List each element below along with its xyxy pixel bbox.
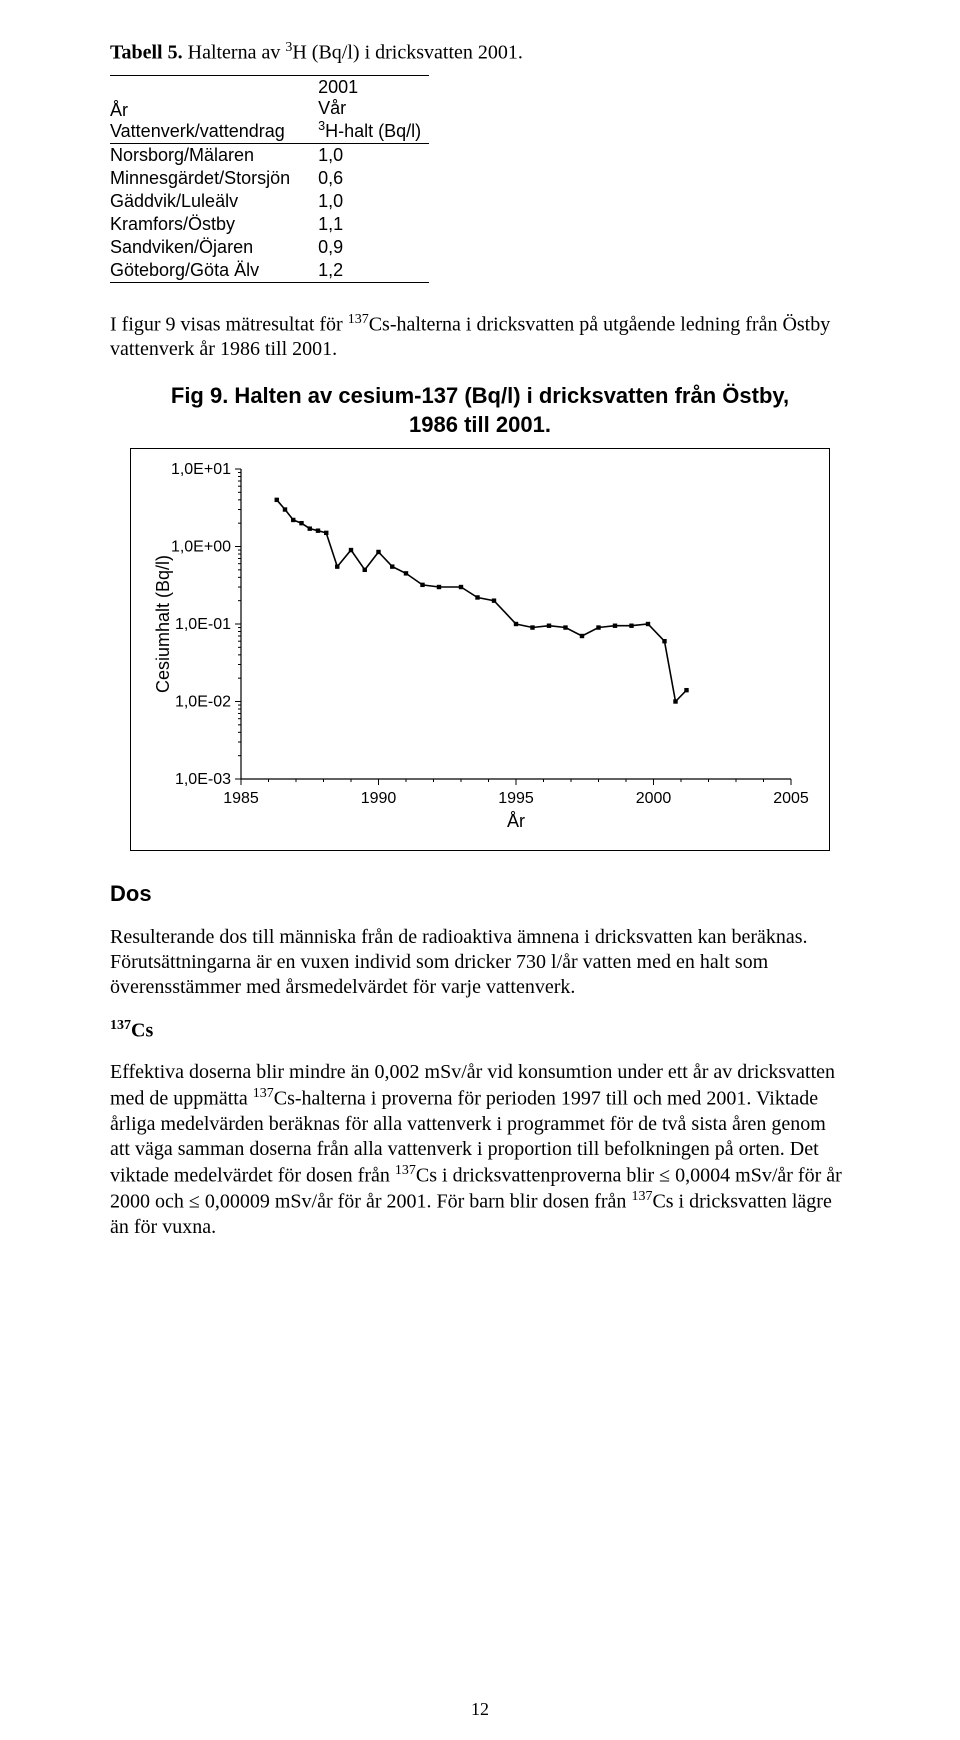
- table5-r5-val: 1,2: [298, 259, 429, 283]
- table5-r3-val: 1,1: [298, 213, 429, 236]
- table5-caption-rest: Halterna av: [183, 42, 286, 64]
- chart-svg: 1,0E+01 1,0E+00 1,0E-01 1,0E-02 1,0E-03 1985 1…: [151, 459, 811, 839]
- svg-text:1,0E-03: 1,0E-03: [175, 771, 231, 788]
- table5-r2-val: 1,0: [298, 190, 429, 213]
- table5: År Vattenverk/vattendrag 2001 Vår 3H-hal…: [110, 75, 429, 283]
- para-after-table-sup: 137: [348, 312, 369, 327]
- dos-heading: Dos: [110, 881, 850, 907]
- para-after-table: I figur 9 visas mätresultat för 137Cs-ha…: [110, 311, 850, 363]
- table5-hdr-unit: H-halt (Bq/l): [325, 121, 421, 141]
- table5-r5-name: Göteborg/Göta Älv: [110, 259, 298, 283]
- svg-text:1990: 1990: [361, 790, 397, 807]
- svg-text:1985: 1985: [223, 790, 259, 807]
- table5-r4-val: 0,9: [298, 236, 429, 259]
- table5-hdr-2001: 2001: [318, 77, 358, 97]
- table5-r1-val: 0,6: [298, 167, 429, 190]
- svg-text:1,0E+00: 1,0E+00: [171, 538, 231, 555]
- table-row: Sandviken/Öjaren 0,9: [110, 236, 429, 259]
- svg-text:1,0E+01: 1,0E+01: [171, 461, 231, 478]
- dos-para1: Resulterande dos till människa från de r…: [110, 925, 850, 1000]
- table5-header-col1: År Vattenverk/vattendrag: [110, 75, 298, 143]
- svg-text:2005: 2005: [773, 790, 809, 807]
- table-row: Norsborg/Mälaren 1,0: [110, 143, 429, 167]
- svg-text:Cesiumhalt (Bq/l): Cesiumhalt (Bq/l): [153, 554, 173, 692]
- svg-text:2000: 2000: [636, 790, 672, 807]
- page-number: 12: [0, 1699, 960, 1720]
- cs-sup: 137: [110, 1018, 131, 1033]
- table5-r4-name: Sandviken/Öjaren: [110, 236, 298, 259]
- cs-rest: Cs: [131, 1019, 153, 1041]
- table5-r0-val: 1,0: [298, 143, 429, 167]
- table5-r3-name: Kramfors/Östby: [110, 213, 298, 236]
- table-row: Minnesgärdet/Storsjön 0,6: [110, 167, 429, 190]
- table5-hdr-var: Vår: [318, 98, 346, 118]
- svg-text:1,0E-01: 1,0E-01: [175, 616, 231, 633]
- chart-title: Fig 9. Halten av cesium-137 (Bq/l) i dri…: [110, 382, 850, 439]
- para-after-table-pre: I figur 9 visas mätresultat för: [110, 313, 348, 335]
- table5-hdr-vatten: Vattenverk/vattendrag: [110, 121, 285, 141]
- svg-text:1995: 1995: [498, 790, 534, 807]
- dos-p2-s2: 137: [395, 1163, 416, 1178]
- fig9-chart: Fig 9. Halten av cesium-137 (Bq/l) i dri…: [110, 382, 850, 850]
- svg-text:År: År: [507, 811, 525, 831]
- table5-r2-name: Gäddvik/Luleälv: [110, 190, 298, 213]
- table5-header-col2: 2001 Vår 3H-halt (Bq/l): [298, 75, 429, 143]
- table5-caption: Tabell 5. Halterna av 3H (Bq/l) i dricks…: [110, 40, 850, 65]
- chart-box: 1,0E+01 1,0E+00 1,0E-01 1,0E-02 1,0E-03 1985 1…: [130, 448, 830, 851]
- svg-text:1,0E-02: 1,0E-02: [175, 693, 231, 710]
- table-row: Kramfors/Östby 1,1: [110, 213, 429, 236]
- table5-r1-name: Minnesgärdet/Storsjön: [110, 167, 298, 190]
- table5-r0-name: Norsborg/Mälaren: [110, 143, 298, 167]
- dos-para2: Effektiva doserna blir mindre än 0,002 m…: [110, 1060, 850, 1240]
- table5-caption-bold: Tabell 5.: [110, 42, 183, 64]
- table5-caption-end: H (Bq/l) i dricksvatten 2001.: [292, 42, 523, 64]
- table-row: Gäddvik/Luleälv 1,0: [110, 190, 429, 213]
- dos-p2-s3: 137: [631, 1189, 652, 1204]
- cs-subheading: 137Cs: [110, 1018, 850, 1043]
- table5-hdr-year: År: [110, 100, 128, 120]
- dos-p2-s1: 137: [253, 1086, 274, 1101]
- table-row: Göteborg/Göta Älv 1,2: [110, 259, 429, 283]
